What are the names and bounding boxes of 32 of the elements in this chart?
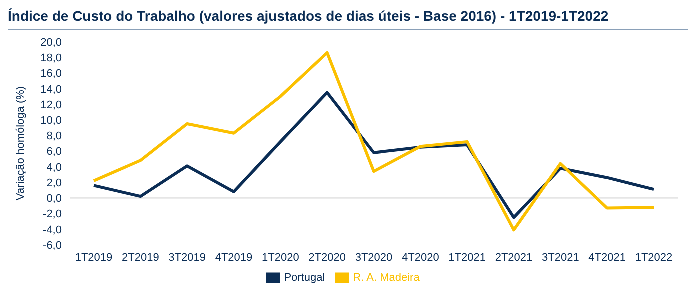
y-tick-label: -4,0 (43, 224, 62, 236)
x-tick-label: 3T2020 (355, 252, 393, 264)
y-tick-label: 8,0 (46, 130, 62, 143)
x-tick-label: 4T2020 (402, 252, 440, 264)
legend-label: Portugal (284, 272, 326, 284)
y-tick-label: 2,0 (46, 177, 62, 190)
y-tick-label: 6,0 (46, 146, 62, 158)
x-tick-label: 2T2020 (308, 252, 346, 264)
y-tick-label: 0,0 (46, 193, 62, 206)
x-tick-label: 1T2020 (262, 252, 300, 264)
x-tick-label: 1T2019 (75, 252, 113, 264)
y-axis-title: Variação homóloga (%) (14, 86, 27, 201)
chart-title: Índice de Custo do Trabalho (valores ajustados de dias úteis - Base 2016) - 1T2019-1T2022 (8, 8, 688, 30)
line-series (92, 51, 656, 232)
x-tick-label: 1T2021 (448, 252, 486, 264)
x-tick-label: 1T2022 (635, 252, 673, 264)
x-tick-label: 3T2019 (168, 252, 206, 264)
y-tick-label: 16,0 (40, 68, 62, 80)
y-tick-label: 10,0 (40, 114, 62, 127)
x-tick-label: 2T2021 (495, 252, 533, 264)
y-tick-label: 12,0 (40, 99, 62, 112)
x-tick-label: 4T2019 (215, 252, 253, 264)
x-tick-label: 2T2019 (122, 252, 160, 264)
legend-label: R. A. Madeira (353, 272, 420, 284)
y-tick-label: 4,0 (46, 162, 62, 174)
y-tick-label: 18,0 (40, 52, 62, 65)
y-tick-label: 20,0 (40, 36, 62, 49)
y-tick-label: -6,0 (43, 240, 62, 252)
y-tick-label: 14,0 (40, 84, 62, 96)
x-tick-label: 3T2021 (542, 252, 580, 264)
x-tick-label: 4T2021 (588, 252, 626, 264)
y-tick-label: -2,0 (43, 208, 62, 221)
